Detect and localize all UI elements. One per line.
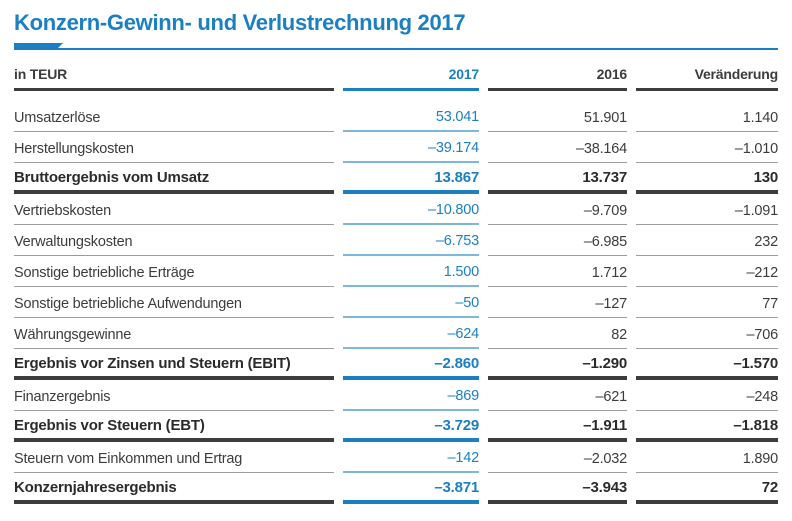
row-label: Ergebnis vor Steuern (EBT) xyxy=(14,411,334,442)
row-label: Konzernjahresergebnis xyxy=(14,473,334,504)
value-2017: –39.174 xyxy=(343,132,479,163)
value-change: –1.010 xyxy=(636,132,778,163)
value-change: 130 xyxy=(636,163,778,194)
row-label: Sonstige betriebliche Erträge xyxy=(14,256,334,287)
value-2017: –6.753 xyxy=(343,225,479,256)
table-row: Steuern vom Einkommen und Ertrag –142 –2… xyxy=(14,442,778,473)
table-row: Vertriebskosten –10.800 –9.709 –1.091 xyxy=(14,194,778,225)
value-change: 1.890 xyxy=(636,442,778,473)
column-header-2016: 2016 xyxy=(488,60,627,91)
value-2016: –3.943 xyxy=(488,473,627,504)
table-row: Herstellungskosten –39.174 –38.164 –1.01… xyxy=(14,132,778,163)
row-label: Ergebnis vor Zinsen und Steuern (EBIT) xyxy=(14,349,334,380)
page-title: Konzern-Gewinn- und Verlustrechnung 2017 xyxy=(14,10,466,35)
value-2017: –10.800 xyxy=(343,194,479,225)
value-change: 232 xyxy=(636,225,778,256)
value-change: –212 xyxy=(636,256,778,287)
title-divider xyxy=(14,43,778,50)
value-change: –1.818 xyxy=(636,411,778,442)
value-2017: –624 xyxy=(343,318,479,349)
value-2017: –2.860 xyxy=(343,349,479,380)
title-divider-accent-bar xyxy=(14,43,63,50)
table-row: Konzernjahresergebnis –3.871 –3.943 72 xyxy=(14,473,778,504)
table-row: Ergebnis vor Steuern (EBT) –3.729 –1.911… xyxy=(14,411,778,442)
row-label: Bruttoergebnis vom Umsatz xyxy=(14,163,334,194)
value-change: –1.570 xyxy=(636,349,778,380)
row-label: Herstellungskosten xyxy=(14,132,334,163)
row-label: Umsatzerlöse xyxy=(14,91,334,132)
table-row: Sonstige betriebliche Erträge 1.500 1.71… xyxy=(14,256,778,287)
column-header-change: Veränderung xyxy=(636,60,778,91)
title-divider-line xyxy=(14,48,778,50)
row-label: Steuern vom Einkommen und Ertrag xyxy=(14,442,334,473)
table-row: Finanzergebnis –869 –621 –248 xyxy=(14,380,778,411)
value-2016: –9.709 xyxy=(488,194,627,225)
value-2016: 82 xyxy=(488,318,627,349)
value-2016: –127 xyxy=(488,287,627,318)
table-row: Verwaltungskosten –6.753 –6.985 232 xyxy=(14,225,778,256)
value-change: 77 xyxy=(636,287,778,318)
value-2016: 51.901 xyxy=(488,91,627,132)
table-row: Bruttoergebnis vom Umsatz 13.867 13.737 … xyxy=(14,163,778,194)
value-2017: –869 xyxy=(343,380,479,411)
column-header-2017: 2017 xyxy=(343,60,479,91)
value-change: –1.091 xyxy=(636,194,778,225)
value-2017: –3.871 xyxy=(343,473,479,504)
table-body: Umsatzerlöse 53.041 51.901 1.140 Herstel… xyxy=(14,91,778,504)
value-2016: 1.712 xyxy=(488,256,627,287)
value-change: 1.140 xyxy=(636,91,778,132)
table-row: Sonstige betriebliche Aufwendungen –50 –… xyxy=(14,287,778,318)
value-2017: 13.867 xyxy=(343,163,479,194)
table-row: Ergebnis vor Zinsen und Steuern (EBIT) –… xyxy=(14,349,778,380)
value-2017: –50 xyxy=(343,287,479,318)
value-2016: –38.164 xyxy=(488,132,627,163)
row-label: Sonstige betriebliche Aufwendungen xyxy=(14,287,334,318)
value-2017: –142 xyxy=(343,442,479,473)
value-2016: –1.290 xyxy=(488,349,627,380)
row-label: Vertriebskosten xyxy=(14,194,334,225)
table-row: Umsatzerlöse 53.041 51.901 1.140 xyxy=(14,91,778,132)
value-change: –706 xyxy=(636,318,778,349)
value-2016: –2.032 xyxy=(488,442,627,473)
value-2016: 13.737 xyxy=(488,163,627,194)
row-label: Währungsgewinne xyxy=(14,318,334,349)
value-2017: 53.041 xyxy=(343,91,479,132)
value-2016: –1.911 xyxy=(488,411,627,442)
value-2016: –6.985 xyxy=(488,225,627,256)
table-row: Währungsgewinne –624 82 –706 xyxy=(14,318,778,349)
income-statement-table: in TEUR 2017 2016 Veränderung Umsatzerlö… xyxy=(14,60,778,504)
table-header-row: in TEUR 2017 2016 Veränderung xyxy=(14,60,778,91)
row-label: Verwaltungskosten xyxy=(14,225,334,256)
row-label: Finanzergebnis xyxy=(14,380,334,411)
value-2017: 1.500 xyxy=(343,256,479,287)
income-statement-page: Konzern-Gewinn- und Verlustrechnung 2017… xyxy=(14,10,778,504)
value-2017: –3.729 xyxy=(343,411,479,442)
value-change: 72 xyxy=(636,473,778,504)
value-2016: –621 xyxy=(488,380,627,411)
column-header-unit: in TEUR xyxy=(14,60,334,91)
value-change: –248 xyxy=(636,380,778,411)
